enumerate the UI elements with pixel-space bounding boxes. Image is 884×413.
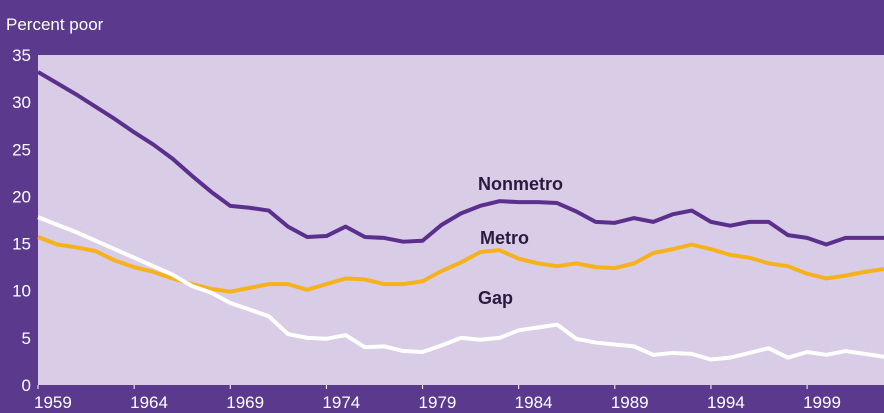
y-tick-label: 20 [12,187,31,206]
y-axis-label: Percent poor [6,15,104,34]
plot-area [38,55,884,385]
y-tick-label: 30 [12,93,31,112]
series-line [37,215,884,362]
y-tick-label: 25 [12,140,31,159]
x-tick-label: 1994 [707,393,745,412]
x-tick-label: 1984 [515,393,553,412]
x-tick-label: 1989 [611,393,649,412]
y-tick-label: 10 [12,282,31,301]
y-tick-label: 5 [22,329,31,348]
x-tick-label: 1999 [803,393,841,412]
series-label: Gap [478,288,513,308]
y-tick-label: 15 [12,235,31,254]
x-tick-label: 1969 [226,393,264,412]
y-tick-label: 35 [12,46,31,65]
y-tick-label: 0 [22,376,31,395]
x-tick-label: 1964 [130,393,168,412]
x-tick-label: 1979 [419,393,457,412]
x-tick-label: 1974 [322,393,360,412]
series-line [36,70,884,247]
series-label: Metro [480,228,529,248]
x-tick-label: 1959 [34,393,72,412]
series-label: Nonmetro [478,174,563,194]
